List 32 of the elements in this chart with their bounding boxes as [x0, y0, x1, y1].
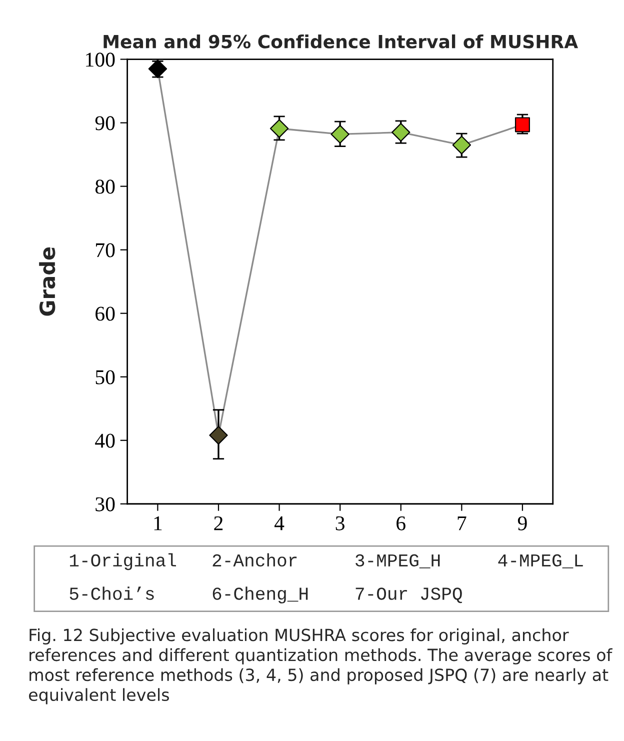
point: [270, 119, 289, 138]
point: [209, 426, 228, 445]
y-tick-label: 70: [96, 243, 115, 258]
x-tick-label: 3: [336, 516, 344, 530]
text: 6-Cheng_H: [212, 586, 308, 604]
y-tick-label: 80: [95, 180, 115, 194]
y-tick-label: 60: [96, 306, 115, 321]
point: [392, 122, 410, 142]
text: 5-Choi’s: [70, 586, 154, 600]
point: [148, 59, 168, 78]
y-tick-label: 30: [96, 497, 115, 512]
x-tick-label: 6: [396, 516, 406, 530]
y-tick-label: 40: [95, 434, 115, 448]
chart-title: Mean and 95% Confidence Interval of MUSHRA: [104, 34, 578, 48]
point: [330, 124, 350, 144]
text: 3-MPEG_H: [356, 554, 440, 568]
text: 1-Original: [70, 553, 176, 570]
x-tick-label: 2: [214, 516, 223, 530]
x-tick-label: 1: [154, 516, 162, 530]
x-tick-label: 9: [518, 516, 527, 530]
x-tick-label: 4: [274, 516, 284, 530]
point: [514, 117, 530, 132]
y-axis-title: Grade: [39, 247, 56, 316]
y-tick-label: 50: [96, 370, 115, 384]
y-tick-label: 90: [95, 116, 115, 130]
text: 4-MPEG_L: [498, 554, 583, 568]
caption: Fig. 12 Subjective evaluation MUSHRA scores for original, anchor references and different quantization methods. The average scores of most reference methods (3, 4, 5) and proposed JSPQ (7) are nearly at equivalent levels: [29, 628, 612, 704]
text: 2-Anchor: [212, 553, 297, 567]
point: [452, 136, 472, 154]
text: 7-Our JSPQ: [356, 588, 462, 604]
x-tick-label: 7: [458, 516, 466, 530]
y-tick-label: 100: [86, 52, 115, 67]
